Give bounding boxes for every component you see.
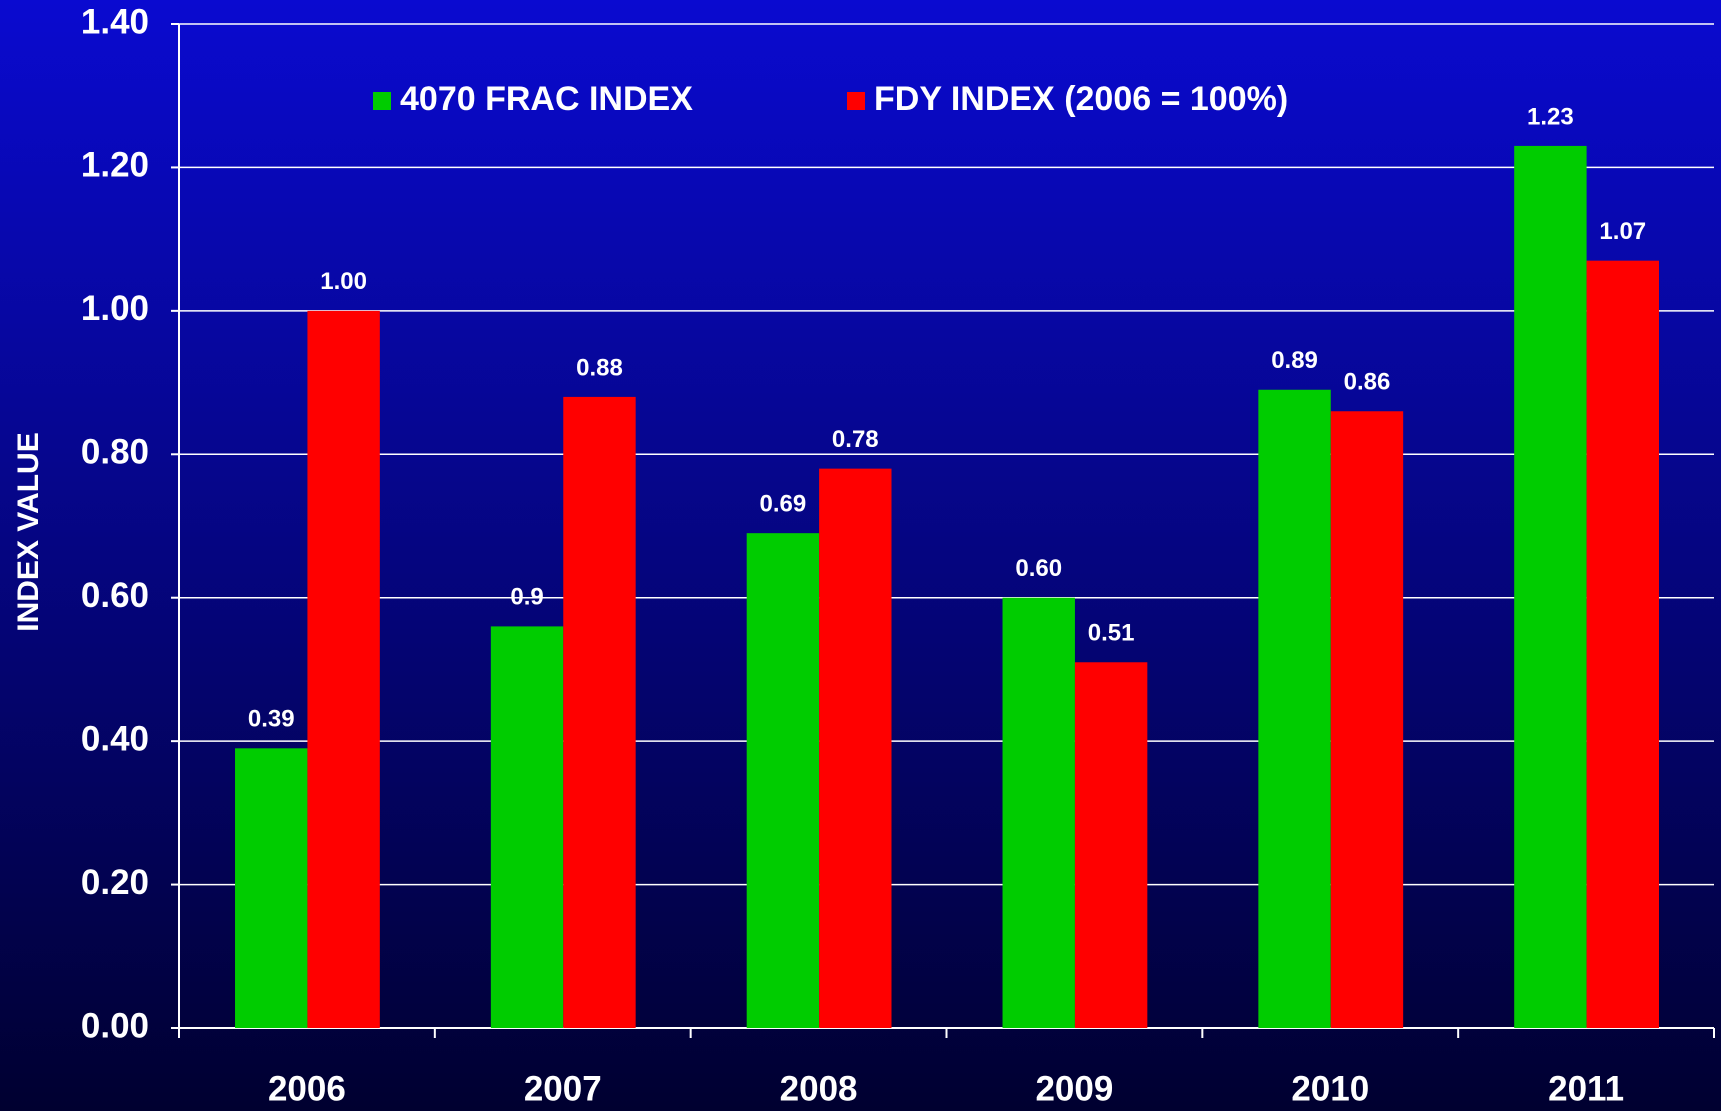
value-label: 0.9 [510,584,543,611]
value-label: 0.89 [1271,347,1318,374]
value-label: 0.88 [576,354,623,381]
value-label: 0.51 [1088,620,1135,647]
y-tick-label: 0.00 [81,1006,149,1045]
y-tick-label: 0.20 [81,863,149,902]
x-tick-label: 2007 [524,1069,602,1108]
value-label: 1.00 [320,268,367,295]
bar [307,310,380,1028]
y-tick-label: 0.40 [81,719,149,758]
bar [746,533,820,1028]
bar [235,748,308,1028]
bar [563,396,636,1028]
y-tick-label: 1.40 [81,2,149,41]
bar [1586,260,1659,1029]
value-label: 0.60 [1015,555,1062,582]
y-axis-label: INDEX VALUE [12,432,45,631]
legend-label: 4070 FRAC INDEX [400,80,693,118]
y-tick-label: 1.20 [81,146,149,185]
bar [1514,145,1587,1028]
x-tick-label: 2008 [780,1069,858,1108]
value-label: 0.78 [832,426,879,453]
bar [1002,597,1075,1028]
bar [1330,411,1404,1028]
legend-label: FDY INDEX (2006 = 100%) [874,80,1288,118]
value-label: 0.39 [248,706,295,733]
bar [1258,389,1331,1028]
value-label: 1.23 [1527,103,1574,130]
x-tick-label: 2011 [1548,1069,1624,1108]
value-label: 1.07 [1599,218,1646,245]
x-tick-label: 2006 [268,1069,346,1108]
legend-swatch [847,92,865,110]
legend-swatch [373,92,391,110]
value-label: 0.86 [1344,369,1391,396]
bar [490,626,564,1028]
x-tick-label: 2010 [1291,1069,1369,1108]
value-label: 0.69 [760,491,807,518]
x-tick-label: 2009 [1035,1069,1113,1108]
y-tick-label: 1.00 [81,289,149,328]
bar [819,468,892,1029]
bar [1074,662,1148,1028]
y-tick-label: 0.80 [81,433,149,472]
y-tick-label: 0.60 [81,576,149,615]
